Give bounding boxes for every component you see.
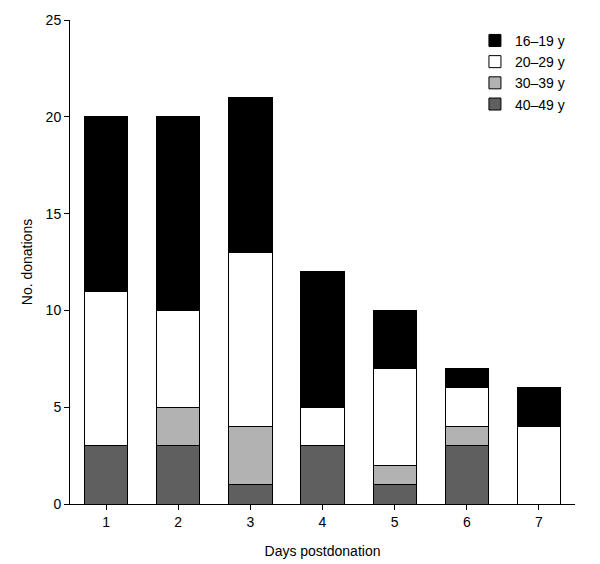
svg-text:Days postdonation: Days postdonation xyxy=(265,543,381,559)
svg-text:40–49 y: 40–49 y xyxy=(515,97,565,113)
svg-text:20: 20 xyxy=(46,109,62,125)
svg-text:10: 10 xyxy=(46,302,62,318)
svg-text:No. donations: No. donations xyxy=(19,219,35,305)
svg-text:4: 4 xyxy=(319,514,327,530)
svg-text:0: 0 xyxy=(53,496,61,512)
svg-text:30–39 y: 30–39 y xyxy=(515,75,565,91)
svg-text:6: 6 xyxy=(463,514,471,530)
svg-text:5: 5 xyxy=(53,399,61,415)
svg-text:2: 2 xyxy=(174,514,182,530)
svg-text:15: 15 xyxy=(46,206,62,222)
svg-text:25: 25 xyxy=(46,12,62,28)
svg-text:7: 7 xyxy=(535,514,543,530)
svg-text:16–19 y: 16–19 y xyxy=(515,33,565,49)
svg-text:1: 1 xyxy=(102,514,110,530)
svg-text:5: 5 xyxy=(391,514,399,530)
svg-text:20–29 y: 20–29 y xyxy=(515,54,565,70)
svg-text:3: 3 xyxy=(246,514,254,530)
